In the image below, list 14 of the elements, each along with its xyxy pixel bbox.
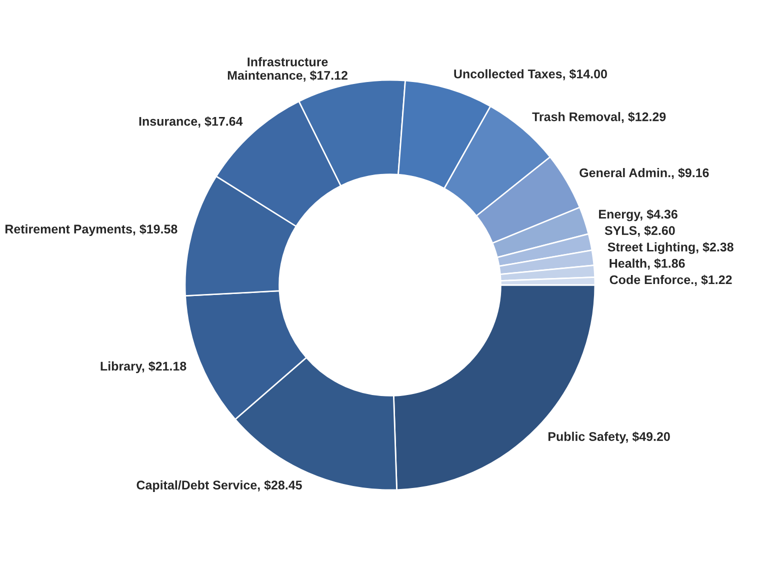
slice-label: Code Enforce., $1.22 xyxy=(610,274,732,286)
slice-label: Uncollected Taxes, $14.00 xyxy=(454,68,607,80)
slice-label: Street Lighting, $2.38 xyxy=(608,242,734,254)
slice-label: Retirement Payments, $19.58 xyxy=(5,224,178,236)
slice-label: Infrastructure Maintenance, $17.12 xyxy=(228,57,348,82)
slice-label: Health, $1.86 xyxy=(610,258,685,270)
slice-label: Insurance, $17.64 xyxy=(139,116,243,128)
slice-label: Library, $21.18 xyxy=(100,361,186,374)
slice-label: Capital/Debt Service, $28.45 xyxy=(136,480,302,492)
slice-label: Public Safety, $49.20 xyxy=(548,432,670,444)
slice-label: Trash Removal, $12.29 xyxy=(532,112,666,124)
slice-label: SYLS, $2.60 xyxy=(604,226,675,237)
slice-label: General Admin., $9.16 xyxy=(580,168,709,180)
slice-label: Energy, $4.36 xyxy=(599,209,678,222)
